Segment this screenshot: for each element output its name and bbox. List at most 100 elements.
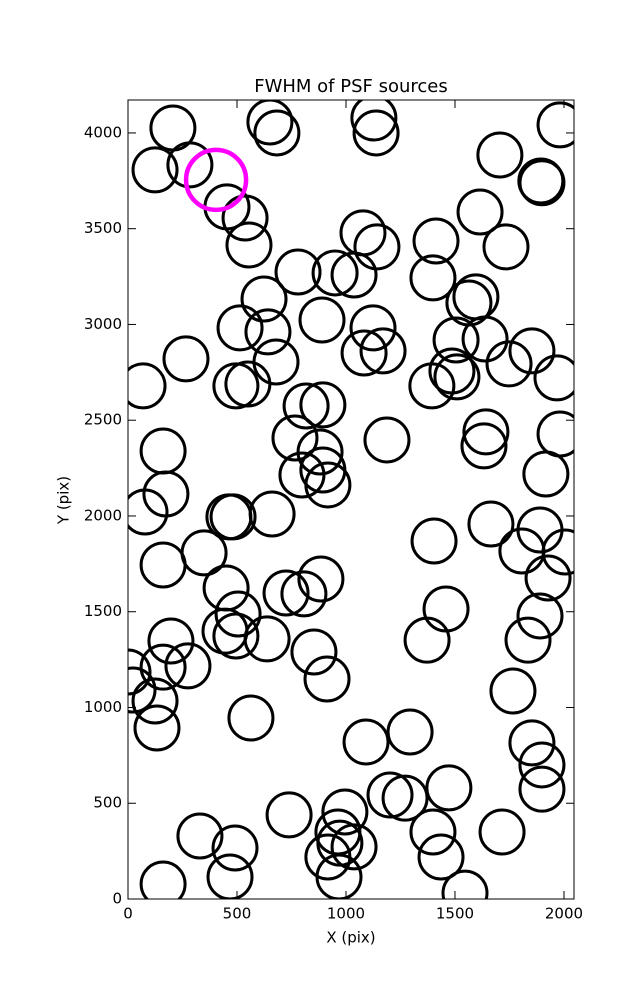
source-circle	[298, 296, 346, 344]
source-circle	[304, 461, 352, 509]
source-circle	[147, 617, 195, 665]
source-circle	[417, 833, 465, 881]
source-circle	[350, 100, 398, 142]
source-circle	[248, 490, 296, 538]
source-circle	[253, 109, 301, 157]
source-circle	[244, 308, 292, 356]
x-tick-label: 2000	[545, 905, 583, 923]
source-circle	[209, 493, 257, 541]
source-circle	[330, 823, 378, 871]
source-circle	[128, 362, 167, 410]
chart-title: FWHM of PSF sources	[254, 76, 448, 97]
source-circle	[183, 147, 249, 213]
source-circle	[476, 131, 524, 179]
source-circle	[216, 304, 264, 352]
y-tick-label: 3000	[84, 315, 122, 333]
y-tick-label: 1000	[84, 698, 122, 716]
source-circle	[340, 329, 388, 377]
y-tick-label: 3500	[84, 219, 122, 237]
source-circle	[403, 616, 451, 664]
source-circle	[133, 704, 181, 752]
source-circle	[381, 774, 429, 822]
source-circle	[366, 771, 414, 819]
source-circle	[262, 569, 310, 617]
source-circle	[271, 414, 319, 462]
source-circle	[461, 315, 509, 363]
plot-area	[128, 100, 574, 899]
source-circle	[303, 655, 351, 703]
source-circle	[330, 251, 378, 299]
x-tick-label: 500	[223, 905, 252, 923]
source-circle	[180, 529, 228, 577]
source-circle	[432, 316, 480, 364]
source-circle	[409, 254, 457, 302]
source-circle	[128, 666, 157, 714]
source-circle	[536, 101, 574, 149]
source-circle	[297, 555, 345, 603]
y-tick-label: 0	[112, 890, 122, 908]
source-circle	[202, 564, 250, 612]
source-circle	[139, 541, 187, 589]
source-circle	[524, 554, 572, 602]
source-circle	[274, 248, 322, 296]
source-circle	[252, 338, 300, 386]
source-circle	[164, 642, 212, 690]
source-circle	[265, 791, 313, 839]
source-circle	[422, 585, 470, 633]
source-circle	[541, 528, 574, 576]
source-circle	[240, 275, 288, 323]
source-circle	[282, 382, 330, 430]
source-circle	[290, 628, 338, 676]
source-circle	[166, 141, 214, 189]
source-circle	[352, 109, 400, 157]
source-circle	[227, 694, 275, 742]
source-circle	[339, 209, 387, 257]
source-circle	[139, 860, 187, 899]
source-circle	[299, 381, 347, 429]
source-circle	[139, 427, 187, 475]
source-circle	[504, 616, 552, 664]
source-circle	[353, 223, 401, 271]
source-circle	[412, 217, 460, 265]
source-circle	[212, 612, 260, 660]
y-tick-label: 1500	[84, 602, 122, 620]
source-circle	[214, 590, 262, 638]
source-circle	[533, 354, 574, 402]
source-circle	[518, 765, 566, 813]
source-circle	[278, 451, 326, 499]
source-circle	[342, 718, 390, 766]
source-circle	[536, 410, 574, 458]
y-tick-label: 4000	[84, 123, 122, 141]
source-circle	[482, 223, 530, 271]
x-tick-label: 1500	[436, 905, 474, 923]
source-circle	[460, 422, 508, 470]
source-circle	[462, 408, 510, 456]
source-circle	[363, 416, 411, 464]
y-axis-label: Y (pix)	[55, 476, 73, 525]
source-circle	[176, 812, 224, 860]
source-circle	[139, 643, 187, 691]
y-tick-label: 2000	[84, 506, 122, 524]
source-circle	[467, 500, 515, 548]
source-circle	[243, 615, 291, 663]
source-circle	[516, 592, 564, 640]
source-circle	[441, 869, 489, 899]
source-circle	[224, 360, 272, 408]
y-tick-label: 2500	[84, 411, 122, 429]
source-circle	[518, 159, 566, 207]
source-circle	[349, 304, 397, 352]
y-tick-label: 500	[93, 794, 122, 812]
source-circle	[128, 488, 169, 536]
source-circle	[508, 327, 556, 375]
source-circle	[280, 570, 328, 618]
source-circle	[131, 677, 179, 725]
x-tick-label: 0	[123, 905, 133, 923]
source-circle	[409, 808, 457, 856]
source-circle	[478, 808, 526, 856]
plot-frame	[127, 99, 575, 900]
source-circle	[410, 517, 458, 565]
source-circle	[311, 249, 359, 297]
source-circle	[433, 353, 481, 401]
source-circle	[162, 335, 210, 383]
